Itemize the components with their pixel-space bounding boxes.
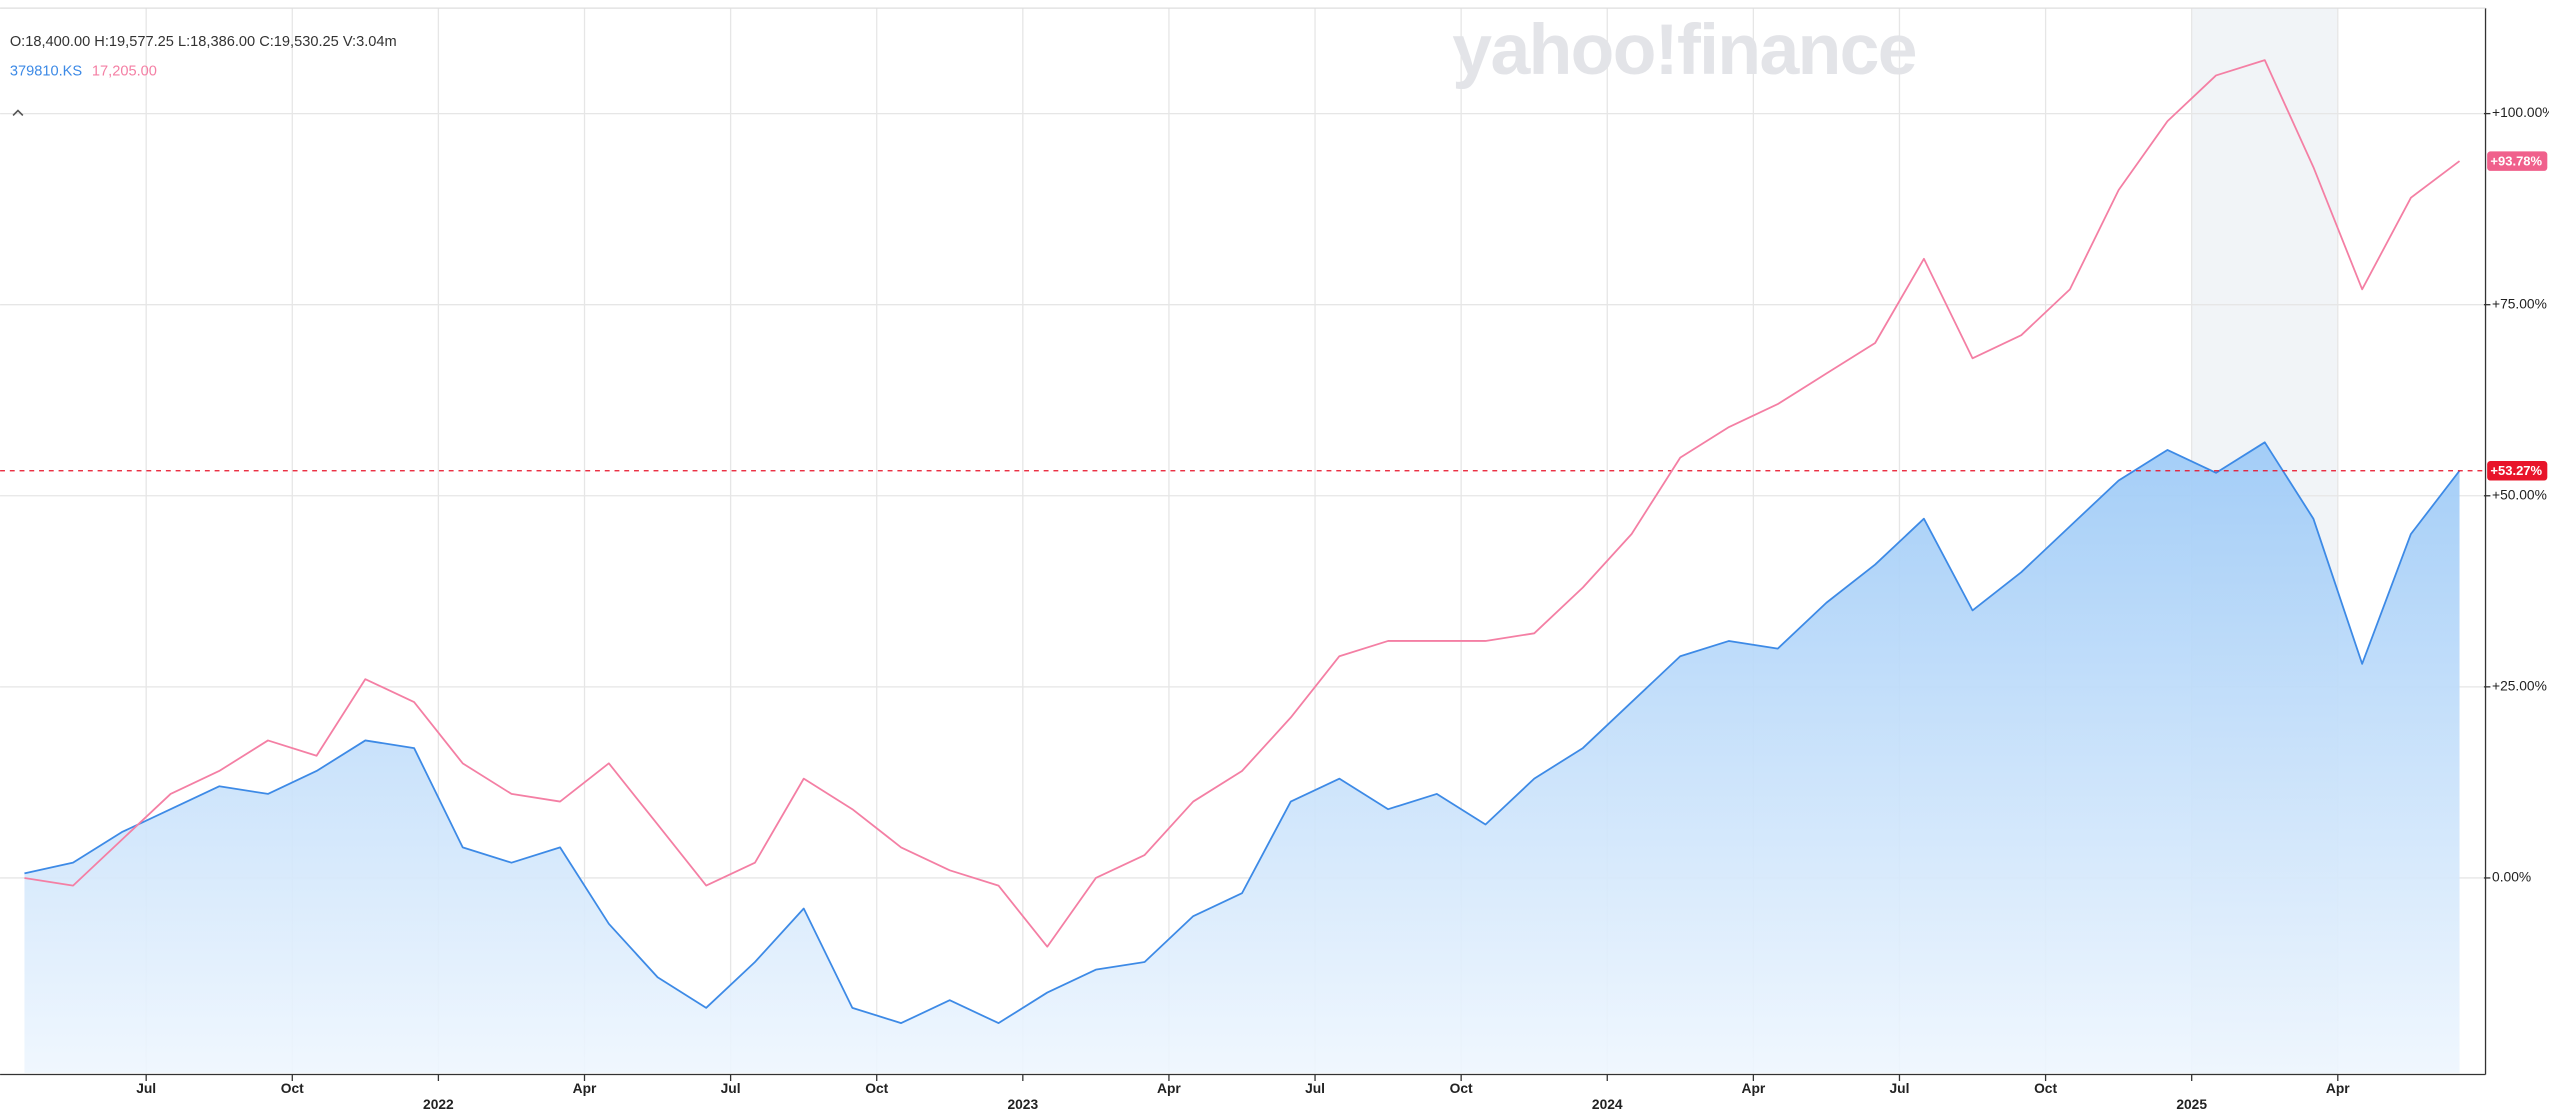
x-tick-label: Oct — [2034, 1080, 2057, 1096]
x-tick-label: Jul — [721, 1080, 741, 1096]
x-tick-label: Apr — [1741, 1080, 1765, 1096]
x-tick-label: Apr — [1157, 1080, 1181, 1096]
x-tick-label: Jul — [1305, 1080, 1325, 1096]
last-value-badge — [2487, 461, 2548, 481]
last-value-label: +53.27% — [2490, 463, 2542, 478]
legend-entry: 17,205.00 — [92, 63, 157, 79]
x-tick-label: 2025 — [2176, 1096, 2207, 1112]
x-tick-label: 2023 — [1007, 1096, 1038, 1112]
x-tick-label: 2024 — [1592, 1096, 1623, 1112]
ohlc-readout: O:18,400.00 H:19,577.25 L:18,386.00 C:19… — [10, 34, 397, 50]
collapse-toggle[interactable] — [12, 109, 24, 116]
line — [24, 59, 2461, 948]
last-value-badge — [2487, 151, 2548, 171]
x-tick-label: Jul — [136, 1080, 156, 1096]
x-tick-label: 2022 — [423, 1096, 454, 1112]
line — [24, 441, 2461, 1025]
y-tick-label: +25.00% — [2492, 678, 2547, 694]
legend-entry: 379810.KS — [10, 63, 83, 79]
x-tick-label: Oct — [1450, 1080, 1473, 1096]
x-tick-label: Jul — [1890, 1080, 1910, 1096]
x-tick-label: Oct — [865, 1080, 888, 1096]
y-tick-label: +75.00% — [2492, 295, 2547, 311]
y-tick-label: 0.00% — [2492, 869, 2531, 885]
x-tick-label: Apr — [2326, 1080, 2350, 1096]
y-tick-label: +50.00% — [2492, 486, 2547, 502]
x-tick-label: Oct — [281, 1080, 304, 1096]
watermark: yahoo!finance — [1452, 10, 1916, 90]
y-tick-label: +100.00% — [2492, 104, 2549, 120]
area — [24, 442, 2460, 1073]
x-tick-label: Apr — [573, 1080, 597, 1096]
last-value-label: +93.78% — [2490, 153, 2542, 168]
